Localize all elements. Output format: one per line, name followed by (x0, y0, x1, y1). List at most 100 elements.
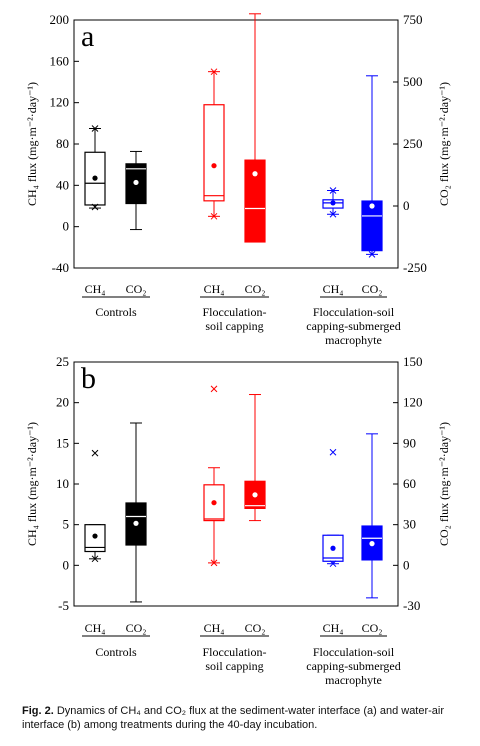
box-label-ch4: CH₄ (204, 282, 225, 296)
y-axis-label: CH₄ flux (mg·m⁻²·day⁻¹) (25, 422, 39, 546)
outlier-marker (368, 251, 376, 258)
plot-frame (73, 19, 399, 269)
mean-marker (133, 520, 139, 526)
caption-text: Dynamics of CH₄ and CO₂ flux at the sedi… (22, 705, 445, 731)
group-label: Flocculation-soil (313, 305, 395, 319)
box-flocculation-ch4 (203, 68, 225, 220)
outlier-marker (210, 68, 218, 76)
y2-tick-label: -30 (403, 598, 420, 613)
outlier-marker (329, 560, 337, 568)
panel-label: a (81, 20, 94, 53)
group-label: soil capping (205, 659, 263, 673)
y-tick-label: 0 (63, 557, 70, 572)
chart-panel-a: -40 0 40 80 120 160 200 -250 0 250 500 750 a CH₄ flux… (25, 12, 451, 347)
chart-panel-b: -5 0 5 10 15 20 25 -30 0 30 60 90 120 150 b CH₄ flux (m… (25, 354, 451, 687)
outlier-marker (329, 187, 337, 194)
mean-marker (252, 492, 258, 498)
box-label-co2: CO₂ (126, 282, 147, 296)
box-submerged-co2 (361, 433, 383, 599)
group-label: Flocculation- (203, 645, 267, 659)
caption-label: Fig. 2. (22, 705, 54, 717)
group-label: Flocculation-soil (313, 645, 395, 659)
y-axis-label: CH₄ flux (mg·m⁻²·day⁻¹) (25, 82, 39, 206)
mean-marker (211, 500, 217, 506)
mean-marker (133, 179, 139, 186)
group-label: Controls (95, 645, 137, 659)
box-controls-ch4 (84, 449, 106, 563)
mean-marker (211, 163, 217, 169)
box-submerged-ch4 (322, 448, 344, 568)
y-tick-label: 40 (56, 177, 69, 192)
y2-axis-label: CO₂ flux (mg·m⁻²·day⁻¹) (437, 82, 451, 206)
box-controls-co2 (125, 150, 147, 231)
outlier-marker (329, 210, 337, 218)
outlier-marker (91, 555, 99, 563)
box-flocculation-co2 (244, 13, 266, 243)
y2-tick-label: 250 (403, 136, 423, 151)
box-body (244, 159, 266, 243)
y2-tick-label: 750 (403, 12, 423, 27)
y2-tick-label: 500 (403, 74, 423, 89)
box-controls-co2 (125, 422, 147, 603)
y-tick-label: 5 (63, 517, 70, 532)
group-label: macrophyte (325, 673, 382, 687)
box-label-ch4: CH₄ (323, 621, 344, 635)
box-body (203, 104, 225, 202)
plot-frame (73, 361, 399, 607)
box-label-co2: CO₂ (362, 282, 383, 296)
mean-marker (330, 200, 336, 206)
outlier-marker (329, 448, 337, 456)
mean-marker (92, 533, 98, 539)
box-label-ch4: CH₄ (85, 282, 106, 296)
y2-tick-label: 60 (403, 476, 416, 491)
box-submerged-ch4 (322, 187, 344, 218)
group-label: Controls (95, 305, 137, 319)
box-label-co2: CO₂ (126, 621, 147, 635)
mean-marker (252, 171, 258, 177)
box-submerged-co2 (361, 75, 383, 258)
box-label-ch4: CH₄ (85, 621, 106, 635)
mean-marker (330, 545, 336, 551)
outlier-marker (210, 385, 218, 393)
y2-tick-label: 120 (403, 395, 423, 410)
mean-marker (92, 175, 98, 181)
box-flocculation-co2 (244, 394, 266, 522)
mean-marker (369, 203, 375, 209)
y2-tick-label: 150 (403, 354, 423, 369)
box-controls-ch4 (84, 125, 106, 211)
figure-caption: Fig. 2. Dynamics of CH₄ and CO₂ flux at … (22, 704, 468, 732)
y2-tick-label: 0 (403, 198, 410, 213)
outlier-marker (91, 449, 99, 457)
box-body (361, 200, 383, 252)
group-label: capping-submerged (306, 659, 400, 673)
y-tick-label: 0 (63, 219, 70, 234)
box-label-co2: CO₂ (245, 621, 266, 635)
group-label: soil capping (205, 319, 263, 333)
mean-marker (369, 541, 375, 547)
box-label-co2: CO₂ (362, 621, 383, 635)
y-tick-label: 25 (56, 354, 69, 369)
group-label: capping-submerged (306, 319, 400, 333)
panel-label: b (81, 362, 96, 395)
box-flocculation-ch4 (203, 385, 225, 567)
box-label-ch4: CH₄ (204, 621, 225, 635)
box-label-ch4: CH₄ (323, 282, 344, 296)
group-label: macrophyte (325, 333, 382, 347)
y-tick-label: 80 (56, 136, 69, 151)
outlier-marker (210, 212, 218, 220)
y2-tick-label: -250 (403, 260, 427, 275)
y-tick-label: 20 (56, 395, 69, 410)
y2-tick-label: 30 (403, 517, 416, 532)
outlier-marker (91, 125, 99, 132)
y2-tick-label: 90 (403, 435, 416, 450)
y2-tick-label: 0 (403, 557, 410, 572)
y-tick-label: -40 (52, 260, 69, 275)
y-tick-label: 200 (50, 12, 70, 27)
outlier-marker (210, 559, 218, 567)
box-label-co2: CO₂ (245, 282, 266, 296)
y-tick-label: -5 (58, 598, 69, 613)
outlier-marker (91, 203, 99, 211)
y-tick-label: 15 (56, 435, 69, 450)
y-tick-label: 120 (50, 95, 70, 110)
